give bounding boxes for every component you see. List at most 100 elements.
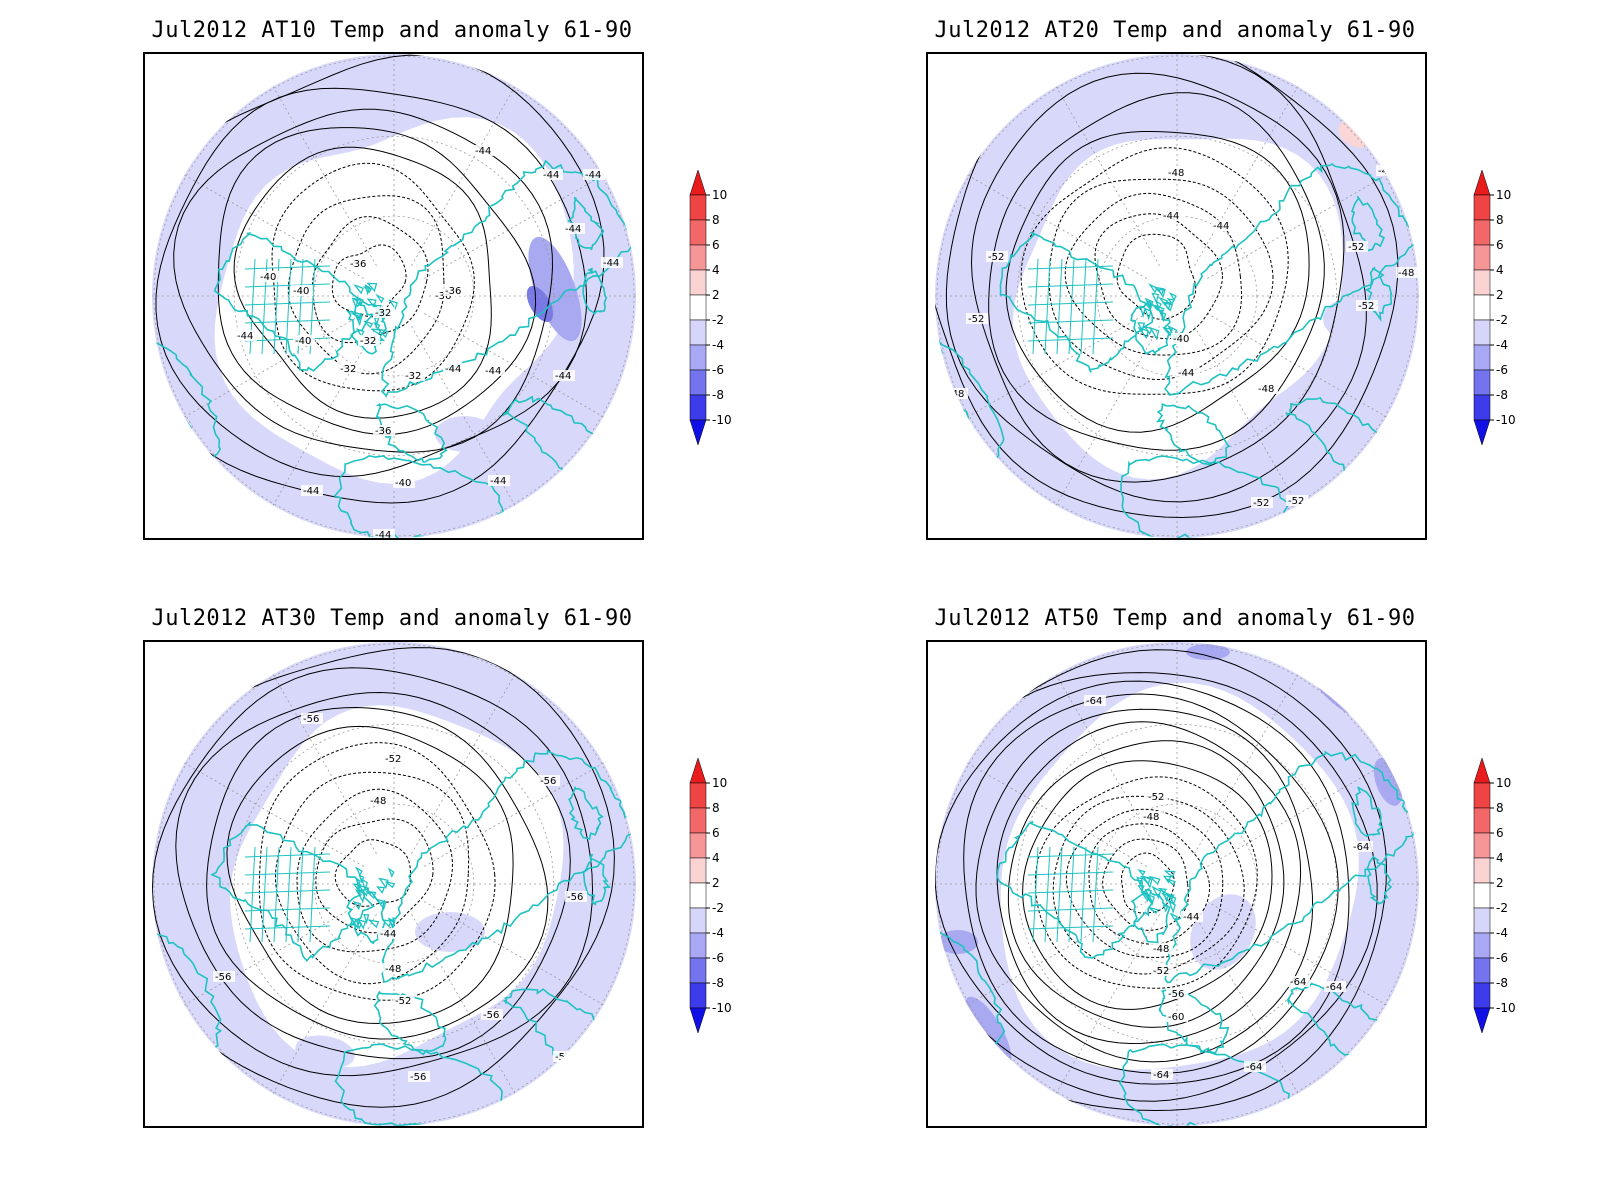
polar-map: -48 -44 -44 -48 -48 -52 -52 -52 -52 -40 -44 -48 -52 -… <box>926 52 1427 540</box>
border-line <box>1080 846 1087 943</box>
temperature-contour <box>1088 823 1211 945</box>
contour-label: -48 <box>1378 166 1394 177</box>
colorbar-tick-label: 10 <box>712 188 727 202</box>
colorbar-tick-label: -10 <box>712 1001 732 1015</box>
border-line <box>1027 265 1114 270</box>
contour-label: -56 <box>303 714 319 725</box>
panel-title: Jul2012 AT10 Temp and anomaly 61-90 <box>151 18 633 43</box>
contour-label: -56 <box>483 1010 499 1021</box>
polar-map: -44 -44 -44 -44 -44 -40 -40 -36 -36 -36 -32 -32 -32-… <box>143 52 644 540</box>
arctic-island <box>375 293 385 304</box>
polar-map: -56 -52 -56 -48 -56 -44 -48 -52 -56 -56 -56 -56 <box>143 640 644 1128</box>
colorbar-top-arrow <box>1473 758 1491 784</box>
coastline <box>582 267 608 316</box>
arctic-island <box>367 919 380 929</box>
arctic-island <box>1151 292 1160 305</box>
temperature-contour <box>975 708 1314 1063</box>
arctic-island <box>1160 892 1174 905</box>
temperature-contour <box>152 647 615 1108</box>
arctic-island <box>363 320 374 329</box>
temperature-contour <box>1116 233 1197 320</box>
border-line <box>244 301 331 306</box>
latitude-circle <box>1016 723 1338 1045</box>
coastline <box>567 196 605 251</box>
contour-label: -64 <box>1086 696 1102 707</box>
arctic-island <box>1148 282 1158 294</box>
temperature-contour <box>226 725 514 1025</box>
arctic-island <box>1166 878 1177 886</box>
temperature-contour <box>152 667 594 1077</box>
arctic-island <box>1162 301 1172 311</box>
border-line <box>244 889 331 894</box>
contour-label: -52 <box>1153 966 1169 977</box>
panel-title: Jul2012 AT30 Temp and anomaly 61-90 <box>151 606 633 631</box>
colorbar-bottom-arrow <box>689 419 707 446</box>
arctic-island <box>355 888 366 903</box>
arctic-island <box>1144 297 1154 312</box>
coastline <box>1350 195 1386 252</box>
colorbar-tick-label: -8 <box>712 976 724 990</box>
contour-label: -64 <box>1153 1070 1169 1081</box>
latitude-circle <box>233 135 555 457</box>
anomaly-fill <box>935 642 1419 1126</box>
temperature-contour <box>152 54 605 504</box>
arctic-island <box>374 898 387 910</box>
colorbar-tick-label: -2 <box>712 901 724 915</box>
temperature-contour <box>315 818 434 934</box>
colorbar-tick-label: 8 <box>1496 801 1504 815</box>
border-line <box>285 258 292 355</box>
temperature-contour <box>1022 760 1273 1010</box>
coastline <box>1130 887 1171 944</box>
border-line <box>1027 301 1114 306</box>
temperature-contour <box>334 839 411 907</box>
border-line <box>1092 846 1099 943</box>
colorbar-segment <box>1473 907 1491 934</box>
colorbar-tick-label: 10 <box>1496 776 1511 790</box>
colorbar-bottom-arrow <box>1473 419 1491 446</box>
contour-label: -44 <box>603 258 619 269</box>
colorbar-tick-label: 10 <box>1496 188 1511 202</box>
border-line <box>1068 846 1075 943</box>
colorbar-segment <box>689 907 707 934</box>
colorbar-segment <box>1473 932 1491 959</box>
arctic-island <box>1144 888 1152 900</box>
arctic-island <box>1140 891 1151 903</box>
panel-title: Jul2012 AT50 Temp and anomaly 61-90 <box>934 606 1416 631</box>
temperature-contour <box>1102 838 1189 931</box>
colorbar-segment <box>1473 394 1491 421</box>
border-line <box>244 265 331 270</box>
arctic-island <box>350 313 362 319</box>
colorbar-segment <box>689 882 707 909</box>
coastline <box>210 821 375 963</box>
contour-label: -56 <box>567 892 583 903</box>
temperature-contour <box>233 146 492 419</box>
temperature-contour <box>1005 131 1310 433</box>
contour-label: -32 <box>405 371 421 382</box>
contour-label: -48 <box>370 796 386 807</box>
colorbar-segment <box>1473 882 1491 909</box>
temperature-contour <box>1065 808 1224 959</box>
contour-label: -48 <box>1143 812 1159 823</box>
arctic-island <box>387 867 395 878</box>
contour-label: -52 <box>385 754 401 765</box>
coastline <box>1364 266 1393 323</box>
arctic-island <box>387 917 396 930</box>
map-svg: -56 -52 -56 -48 -56 -44 -48 -52 -56 -56 -56 -56 <box>152 642 636 1126</box>
arctic-island <box>355 866 363 877</box>
border-line <box>1092 258 1099 355</box>
contour-label: -52 <box>1288 496 1304 507</box>
temperature-contour <box>175 691 571 1060</box>
border-line <box>244 337 331 342</box>
arctic-island <box>363 913 370 925</box>
colorbar-tick-label: 6 <box>1496 238 1504 252</box>
colorbar-segment <box>1473 807 1491 834</box>
border-line <box>1056 258 1063 355</box>
colorbar-segment <box>689 394 707 421</box>
colorbar-tick-label: 6 <box>712 238 720 252</box>
colorbar-tick-label: -2 <box>1496 313 1508 327</box>
contour-label: -48 <box>1258 384 1274 395</box>
colorbar-segment <box>1473 857 1491 884</box>
border-line <box>244 907 331 912</box>
contour-label: -36 <box>435 291 451 302</box>
arctic-island <box>355 328 365 339</box>
